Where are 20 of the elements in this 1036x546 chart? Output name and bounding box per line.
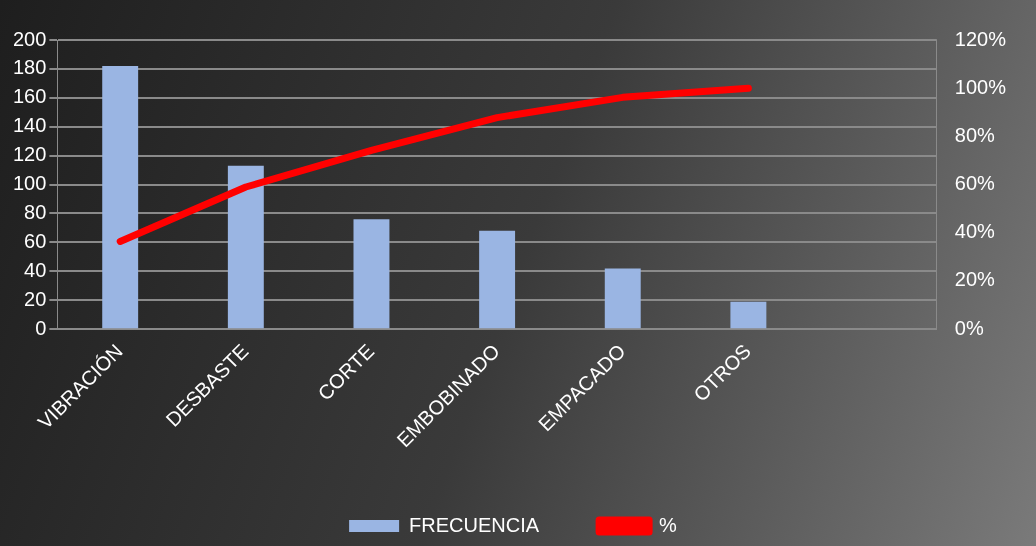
y-tick-label: 120 xyxy=(12,143,47,166)
y-tick-label: 80 xyxy=(24,201,47,224)
y2-tick-label: 60% xyxy=(954,172,996,195)
y-tick-label: 200 xyxy=(12,27,47,50)
y2-tick-label: 80% xyxy=(954,123,996,146)
y-tick-label: 100 xyxy=(12,172,47,195)
y-tick-label: 140 xyxy=(12,114,47,137)
y2-tick-label: 40% xyxy=(954,220,996,243)
y-tick-label: 180 xyxy=(12,56,47,79)
y-tick-label: 0 xyxy=(35,316,47,339)
y2-tick-label: 20% xyxy=(954,268,996,291)
y-tick-label: 20 xyxy=(24,287,47,310)
y2-tick-label: 120% xyxy=(954,27,1007,50)
legend-label: FRECUENCIA xyxy=(409,513,540,536)
y2-tick-label: 0% xyxy=(954,316,984,339)
legend-label: % xyxy=(659,513,678,536)
y-tick-label: 160 xyxy=(12,85,47,108)
y2-tick-label: 100% xyxy=(954,75,1007,98)
y-tick-label: 60 xyxy=(24,229,47,252)
y-tick-label: 40 xyxy=(24,258,47,281)
